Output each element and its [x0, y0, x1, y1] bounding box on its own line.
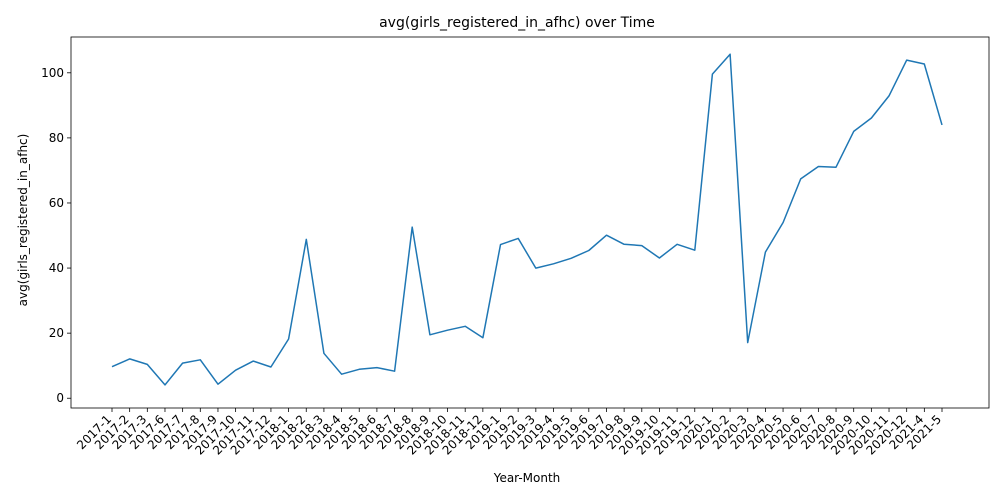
y-tick-label: 0 — [56, 391, 64, 405]
series-line — [111, 53, 943, 386]
chart-title: avg(girls_registered_in_afhc) over Time — [379, 15, 655, 31]
y-tick-label: 60 — [49, 196, 64, 210]
y-tick-label: 40 — [49, 261, 64, 275]
y-axis-label: avg(girls_registered_in_afhc) — [16, 134, 30, 307]
x-axis-label: Year-Month — [493, 471, 561, 485]
plot-frame — [70, 36, 990, 409]
y-tick-label: 80 — [49, 131, 64, 145]
y-tick-label: 20 — [49, 326, 64, 340]
plot-area: 0204060801002017-12017-22017-32017-62017… — [41, 36, 990, 458]
y-tick-label: 100 — [41, 66, 64, 80]
